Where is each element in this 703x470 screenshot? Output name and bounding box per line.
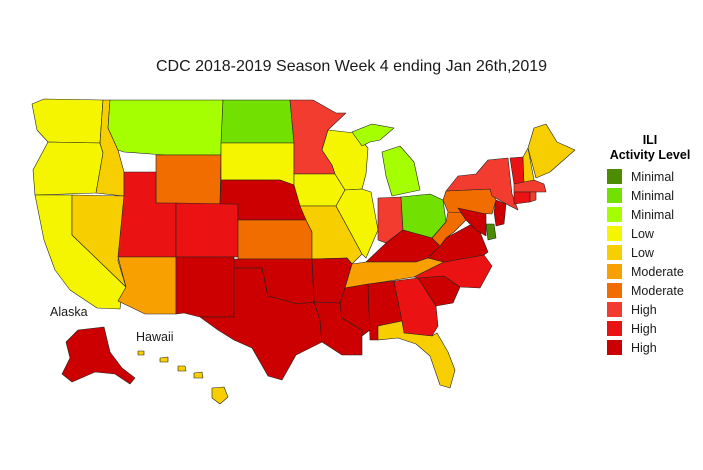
- state-RI: [529, 191, 537, 203]
- state-AZ: [117, 256, 177, 315]
- state-DE: [485, 223, 497, 241]
- legend-label: Minimal: [631, 188, 675, 203]
- state-FL: [377, 320, 456, 389]
- legend-label: Minimal: [631, 169, 675, 184]
- legend-label: Minimal: [631, 207, 675, 222]
- state-AK: [61, 326, 136, 385]
- legend-label: Moderate: [631, 264, 684, 279]
- state-WY: [155, 154, 222, 205]
- legend-swatch: [606, 244, 623, 261]
- legend-title-line2: Activity Level: [609, 148, 691, 162]
- legend-label: Low: [631, 226, 654, 241]
- state-IL: [335, 188, 379, 259]
- state-HI: [137, 350, 229, 405]
- legend-item: High: [606, 319, 703, 338]
- state-MD: [457, 207, 487, 237]
- legend-swatch: [606, 320, 623, 337]
- legend-item: Moderate: [606, 262, 703, 281]
- state-CT: [513, 191, 531, 205]
- legend-label: High: [631, 340, 657, 355]
- state-NY: [445, 157, 519, 211]
- legend-swatch: [606, 225, 623, 242]
- legend-title: ILI Activity Level: [602, 133, 698, 163]
- state-NM: [175, 256, 235, 318]
- legend-list: Minimal Minimal Minimal Low Low Moderate…: [606, 167, 703, 357]
- legend-item: Minimal: [606, 205, 703, 224]
- legend-title-line1: ILI: [642, 133, 658, 147]
- legend-swatch: [606, 263, 623, 280]
- state-WA: [31, 98, 104, 144]
- state-SD: [220, 142, 295, 186]
- legend-item: High: [606, 300, 703, 319]
- state-MI: [351, 123, 421, 197]
- map-title: CDC 2018-2019 Season Week 4 ending Jan 2…: [155, 58, 548, 75]
- alaska-label: Alaska: [50, 305, 88, 319]
- legend: ILI Activity Level Minimal Minimal Minim…: [606, 133, 703, 357]
- legend-item: Low: [606, 224, 703, 243]
- legend-swatch: [606, 339, 623, 356]
- state-TX: [199, 267, 323, 381]
- state-KS: [237, 219, 313, 260]
- state-IA: [293, 173, 346, 207]
- state-NV: [71, 194, 127, 288]
- legend-item: Low: [606, 243, 703, 262]
- legend-label: Moderate: [631, 283, 684, 298]
- legend-label: Low: [631, 245, 654, 260]
- legend-item: Minimal: [606, 186, 703, 205]
- legend-item: Minimal: [606, 167, 703, 186]
- legend-swatch: [606, 301, 623, 318]
- legend-label: High: [631, 302, 657, 317]
- state-CO: [175, 202, 239, 258]
- legend-swatch: [606, 282, 623, 299]
- legend-item: Moderate: [606, 281, 703, 300]
- state-ME: [527, 123, 576, 179]
- state-NJ: [493, 199, 507, 227]
- legend-swatch: [606, 168, 623, 185]
- state-OR: [32, 141, 104, 196]
- hawaii-label: Hawaii: [136, 330, 174, 344]
- legend-swatch: [606, 206, 623, 223]
- state-ND: [220, 99, 295, 144]
- state-VT: [509, 156, 525, 185]
- legend-swatch: [606, 187, 623, 204]
- legend-label: High: [631, 321, 657, 336]
- state-MT: [107, 99, 224, 156]
- legend-item: High: [606, 338, 703, 357]
